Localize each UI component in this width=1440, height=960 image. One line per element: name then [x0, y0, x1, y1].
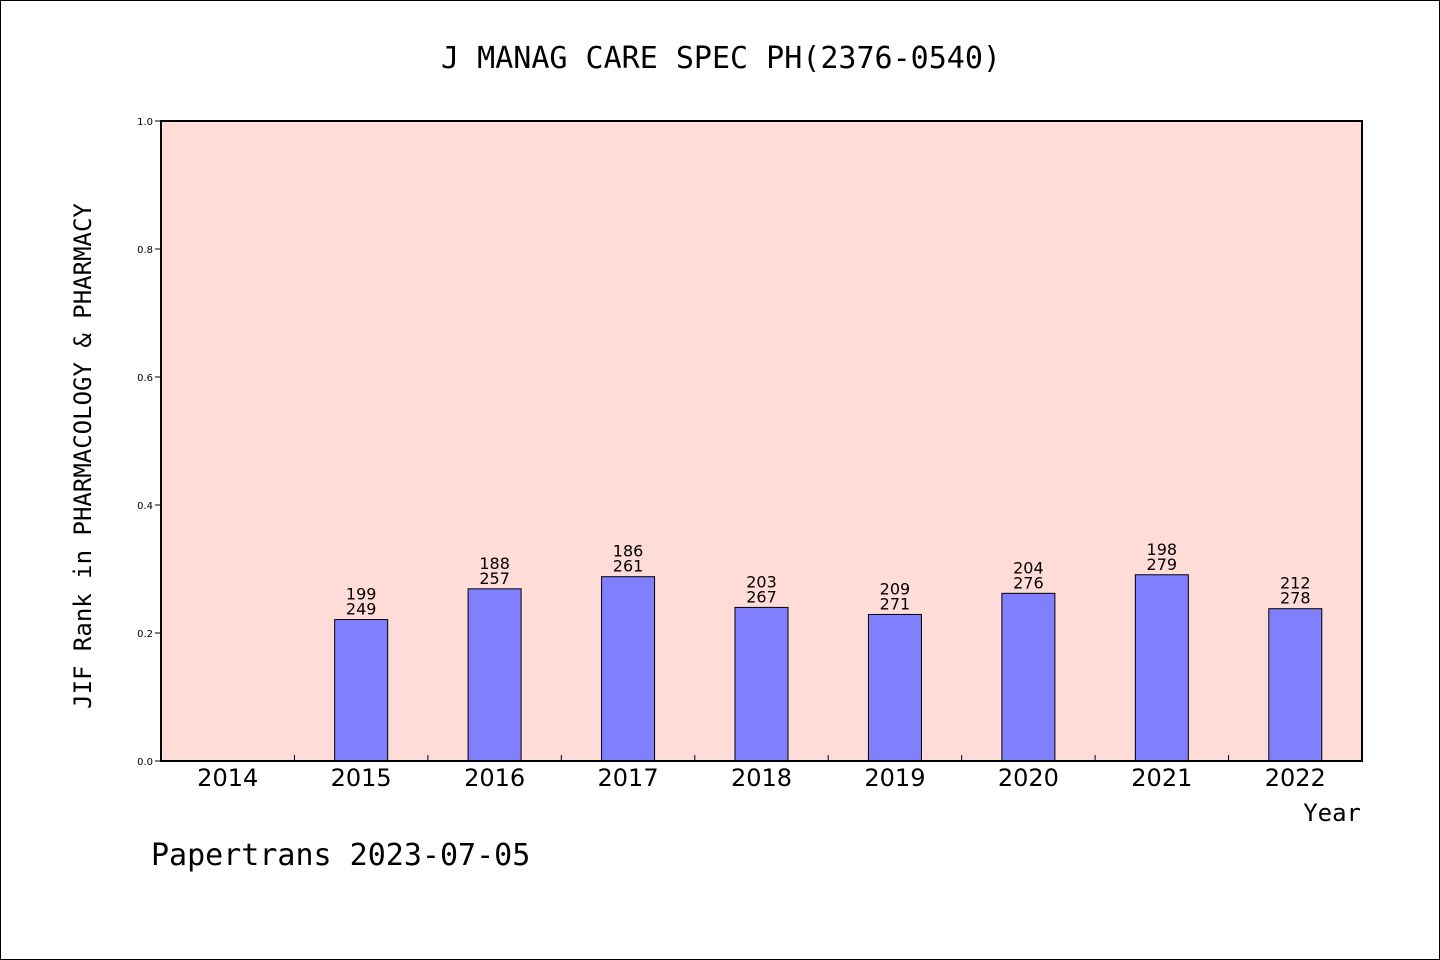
x-tick-label: 2016	[464, 764, 525, 792]
y-tick-label: 1.0	[137, 117, 153, 128]
y-tick-label: 0.6	[137, 373, 153, 384]
bar-2020	[1001, 592, 1056, 762]
bar-2018	[734, 606, 789, 762]
bar-2022	[1268, 608, 1323, 762]
rank-label: 204	[1013, 558, 1044, 577]
total-label: 276	[1013, 573, 1044, 592]
x-tick-label: 2018	[731, 764, 792, 792]
total-label: 261	[613, 557, 644, 576]
footer-text: Papertrans 2023-07-05	[151, 838, 530, 873]
total-label: 271	[880, 594, 911, 613]
rank-label: 209	[880, 579, 911, 598]
bars	[334, 574, 1323, 762]
rank-label: 203	[746, 572, 777, 591]
bar-2021	[1134, 574, 1189, 762]
total-label: 278	[1280, 589, 1311, 608]
rank-label: 198	[1147, 540, 1178, 559]
rank-label: 188	[479, 554, 510, 573]
x-tick-label: 2019	[864, 764, 925, 792]
y-tick-label: 0.4	[137, 501, 153, 512]
x-axis-label: Year	[1303, 799, 1361, 827]
y-axis-label: JIF Rank in PHARMACOLOGY & PHARMACY	[69, 203, 97, 709]
total-label: 257	[479, 569, 510, 588]
y-tick-label: 0.8	[137, 245, 153, 256]
x-tick-label: 2017	[598, 764, 659, 792]
total-label: 279	[1147, 555, 1178, 574]
bar-2016	[467, 588, 522, 762]
x-axis-ticks: 2014 2015 2016 2017 2018 2019 2020 2021 2022	[197, 755, 1326, 792]
bar-2017	[601, 576, 656, 762]
rank-label: 186	[613, 542, 644, 561]
x-tick-label: 2022	[1265, 764, 1326, 792]
y-tick-label: 0.0	[137, 757, 153, 768]
plot-border	[160, 120, 1363, 762]
x-tick-label: 2014	[197, 764, 258, 792]
chart-title: J MANAG CARE SPEC PH(2376-0540)	[441, 41, 1001, 76]
y-axis-ticks: 0.0 0.2 0.4 0.6 0.8 1.0	[137, 117, 161, 768]
x-tick-label: 2021	[1131, 764, 1192, 792]
rank-label: 212	[1280, 574, 1311, 593]
bar-2015	[334, 619, 389, 762]
total-label: 249	[346, 600, 377, 619]
rank-label: 199	[346, 585, 377, 604]
y-tick-label: 0.2	[137, 629, 153, 640]
bar-2019	[867, 613, 922, 762]
total-label: 267	[746, 587, 777, 606]
x-tick-label: 2020	[998, 764, 1059, 792]
x-tick-label: 2015	[331, 764, 392, 792]
